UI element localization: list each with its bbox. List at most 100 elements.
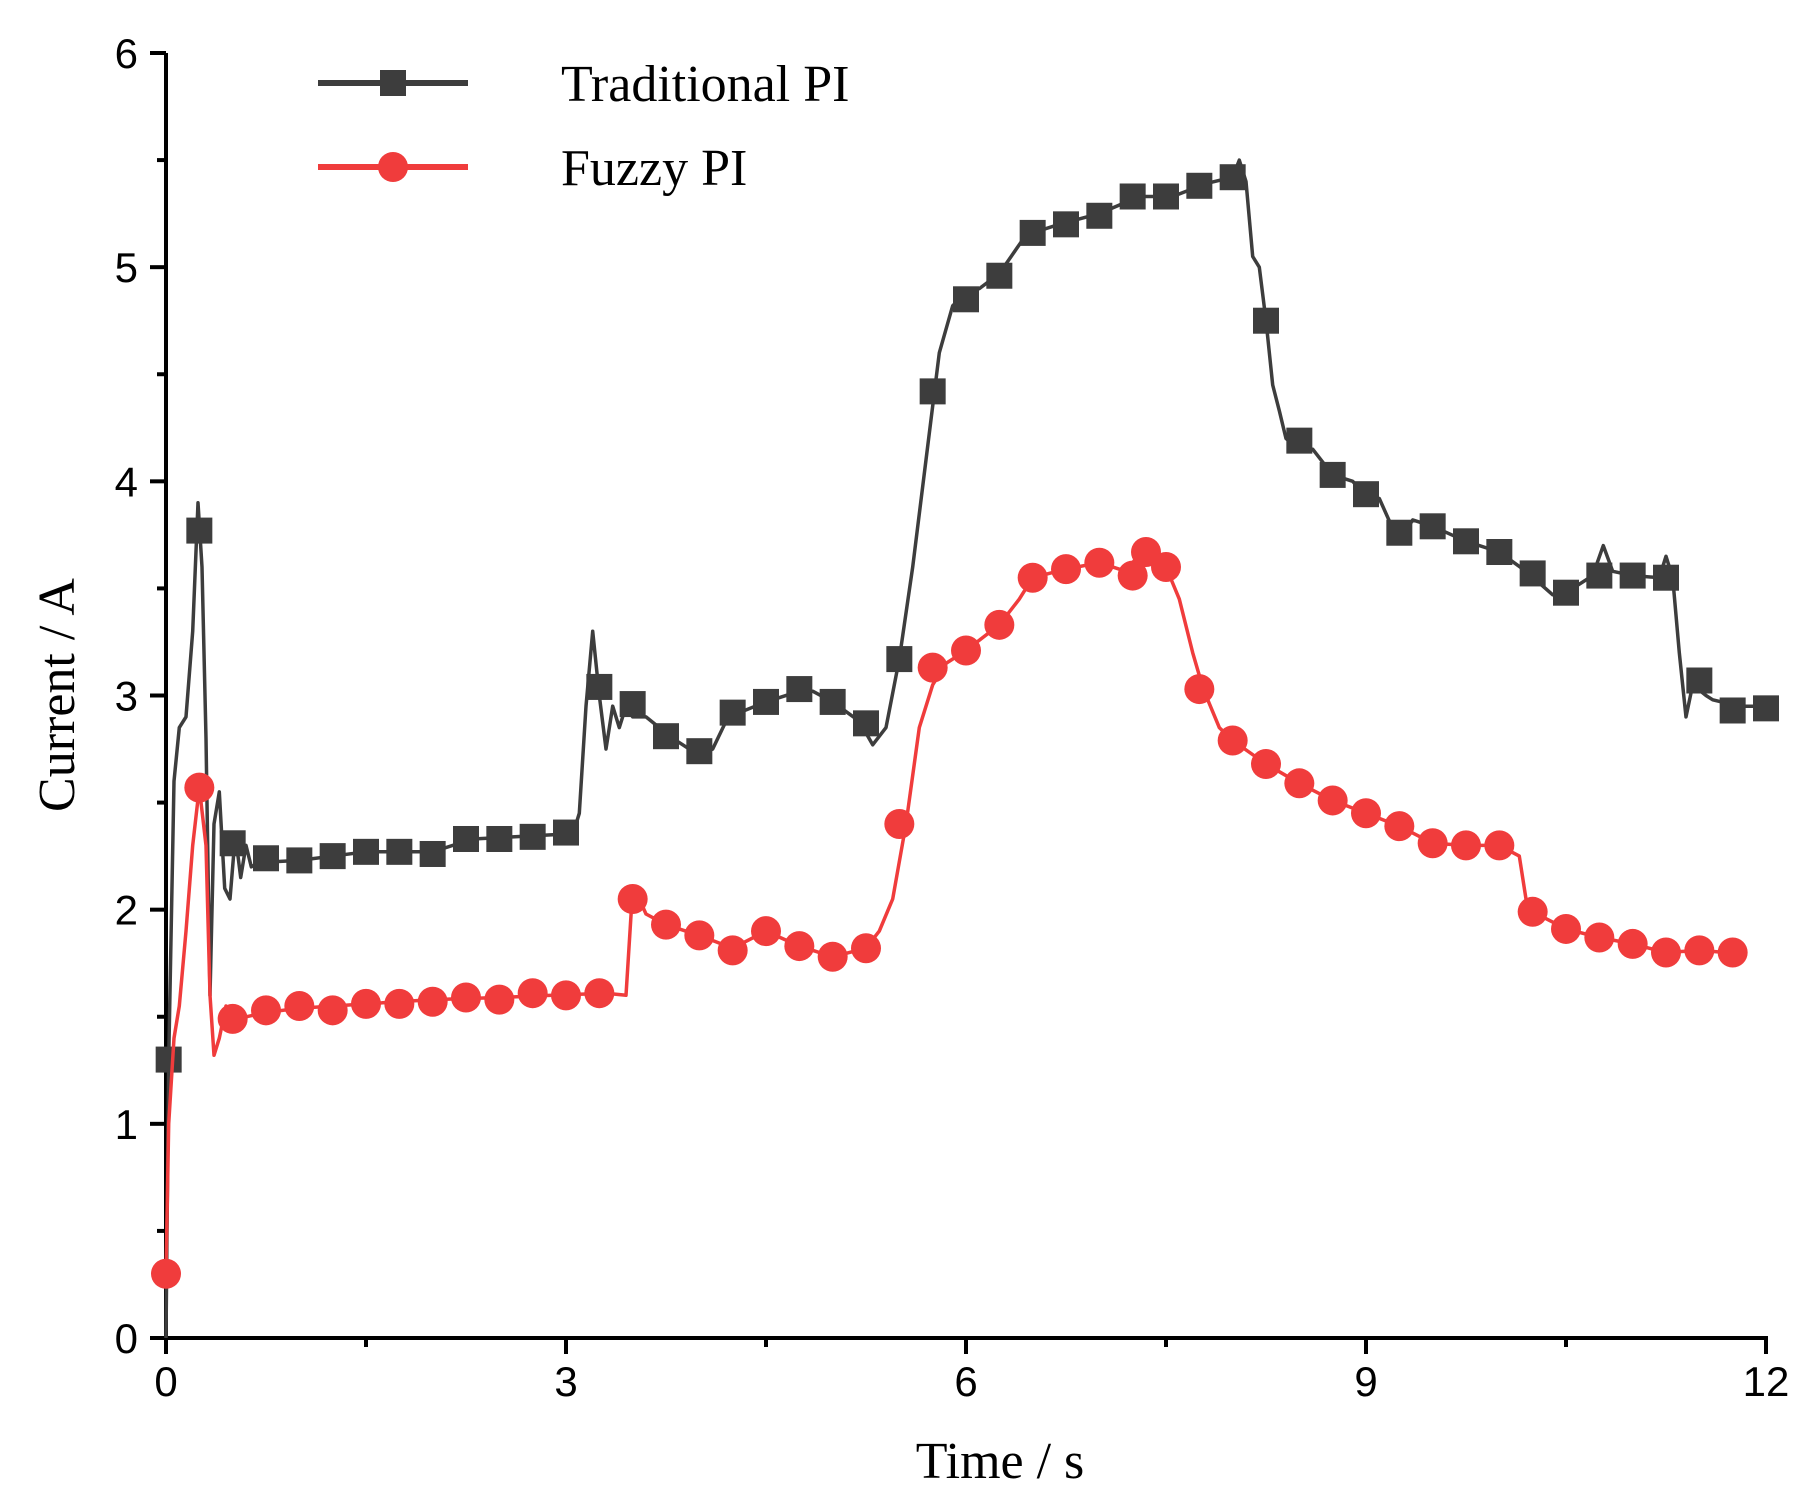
data-point-fuzzy-pi (951, 635, 981, 666)
data-point-traditional-pi (1186, 172, 1213, 199)
data-point-fuzzy-pi (817, 941, 848, 972)
legend-label-traditional-pi: Traditional PI (561, 56, 849, 113)
data-point-fuzzy-pi (1251, 749, 1281, 780)
series-fuzzy-pi (151, 537, 1748, 1289)
data-point-fuzzy-pi (251, 995, 281, 1026)
data-point-fuzzy-pi (1351, 798, 1381, 829)
data-point-fuzzy-pi (517, 978, 548, 1009)
data-point-fuzzy-pi (1584, 922, 1615, 953)
y-tick-label: 2 (115, 887, 138, 934)
data-point-traditional-pi (1519, 560, 1546, 587)
series-line-traditional-pi (164, 158, 1766, 1339)
data-point-fuzzy-pi (1284, 768, 1315, 799)
x-tick-label: 0 (154, 1358, 177, 1405)
data-point-traditional-pi (1553, 579, 1579, 606)
data-point-traditional-pi (1086, 202, 1113, 229)
data-point-fuzzy-pi (451, 982, 481, 1013)
x-tick-label: 6 (954, 1358, 977, 1405)
data-point-traditional-pi (1153, 183, 1179, 210)
data-point-traditional-pi (286, 847, 313, 874)
data-point-fuzzy-pi (851, 933, 881, 964)
data-point-fuzzy-pi (484, 984, 515, 1015)
axes (164, 53, 1768, 1340)
data-point-fuzzy-pi (1084, 547, 1115, 578)
data-point-fuzzy-pi (1617, 928, 1648, 959)
data-point-traditional-pi (1419, 513, 1446, 540)
data-point-fuzzy-pi (151, 1258, 181, 1289)
data-point-traditional-pi (453, 825, 479, 852)
data-point-traditional-pi (1219, 164, 1246, 191)
y-tick-label: 3 (115, 673, 138, 720)
y-tick-label: 1 (115, 1101, 138, 1148)
data-point-traditional-pi (753, 688, 779, 715)
data-point-traditional-pi (586, 673, 613, 700)
data-point-fuzzy-pi (551, 980, 581, 1011)
data-point-fuzzy-pi (617, 883, 648, 914)
series (151, 158, 1779, 1339)
data-point-traditional-pi (1119, 183, 1146, 210)
data-point-fuzzy-pi (384, 988, 415, 1019)
data-point-traditional-pi (986, 262, 1013, 289)
data-point-traditional-pi (886, 646, 913, 673)
y-tick-label: 6 (115, 30, 138, 77)
data-point-fuzzy-pi (584, 978, 615, 1009)
data-point-traditional-pi (1486, 539, 1513, 566)
data-point-traditional-pi (419, 840, 446, 867)
data-point-fuzzy-pi (1651, 937, 1681, 968)
data-point-traditional-pi (486, 825, 513, 852)
data-point-traditional-pi (786, 676, 813, 703)
data-point-fuzzy-pi (651, 909, 681, 940)
data-point-fuzzy-pi (317, 995, 348, 1026)
data-point-fuzzy-pi (784, 931, 815, 962)
x-tick-label: 12 (1743, 1358, 1790, 1405)
data-point-traditional-pi (853, 710, 879, 737)
data-point-traditional-pi (155, 1046, 182, 1073)
y-tick-label: 0 (115, 1315, 138, 1362)
data-point-traditional-pi (919, 378, 946, 405)
data-point-traditional-pi (319, 843, 346, 870)
data-point-fuzzy-pi (1051, 554, 1081, 585)
series-traditional-pi (155, 158, 1779, 1339)
data-point-traditional-pi (186, 517, 213, 544)
data-point-fuzzy-pi (1384, 811, 1415, 842)
data-point-traditional-pi (353, 838, 379, 865)
data-point-fuzzy-pi (1417, 828, 1448, 859)
x-tick-label: 9 (1354, 1358, 1377, 1405)
data-point-fuzzy-pi (1117, 560, 1148, 591)
legend-marker-circle (378, 152, 408, 182)
data-point-traditional-pi (219, 830, 246, 857)
data-point-fuzzy-pi (351, 988, 381, 1019)
data-point-traditional-pi (553, 819, 579, 846)
data-point-fuzzy-pi (1451, 830, 1481, 861)
legend-marker-square (380, 70, 406, 96)
data-point-traditional-pi (386, 838, 413, 865)
legend-label-fuzzy-pi: Fuzzy PI (561, 140, 747, 197)
data-point-fuzzy-pi (1717, 937, 1748, 968)
data-point-fuzzy-pi (1551, 913, 1581, 944)
data-point-fuzzy-pi (184, 772, 215, 803)
data-point-fuzzy-pi (884, 809, 915, 839)
data-point-fuzzy-pi (751, 916, 781, 947)
data-point-fuzzy-pi (1217, 725, 1248, 756)
data-point-fuzzy-pi (217, 1003, 248, 1034)
data-point-fuzzy-pi (917, 652, 948, 683)
data-point-traditional-pi (1686, 667, 1713, 694)
data-point-traditional-pi (253, 845, 279, 872)
data-point-traditional-pi (1053, 211, 1079, 238)
x-tick-label: 3 (554, 1358, 577, 1405)
legend: Traditional PI Fuzzy PI (318, 56, 849, 197)
data-point-fuzzy-pi (684, 920, 715, 951)
data-point-fuzzy-pi (1317, 785, 1348, 816)
data-point-fuzzy-pi (1484, 830, 1515, 861)
data-point-traditional-pi (1719, 697, 1746, 724)
data-point-traditional-pi (1586, 562, 1613, 589)
data-point-fuzzy-pi (284, 991, 315, 1022)
data-point-traditional-pi (653, 723, 679, 750)
data-point-traditional-pi (719, 699, 746, 726)
data-point-fuzzy-pi (1017, 562, 1048, 593)
data-point-fuzzy-pi (1517, 896, 1548, 927)
y-axis-title: Current / A (29, 578, 86, 812)
data-point-fuzzy-pi (1184, 674, 1215, 705)
